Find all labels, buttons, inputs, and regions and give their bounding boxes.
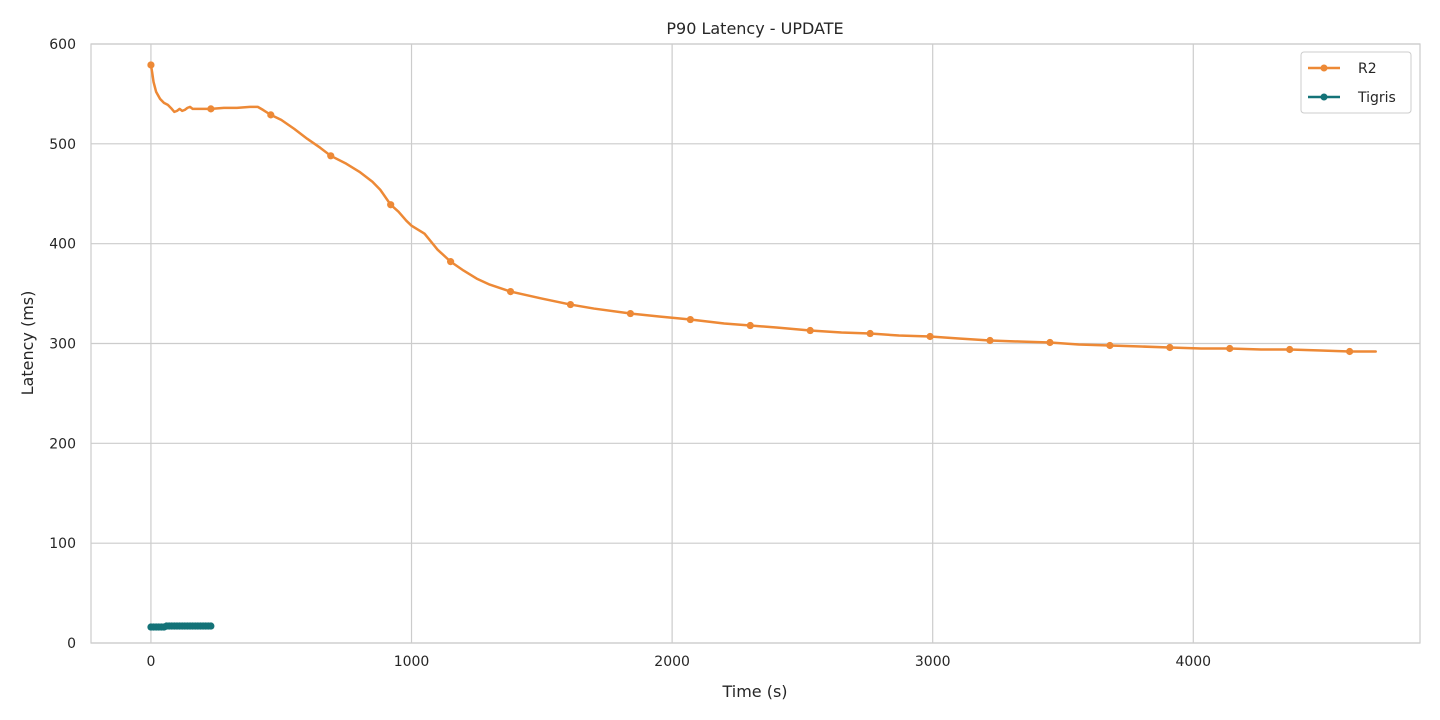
y-tick-label: 200 [49, 436, 76, 452]
data-point-r2 [566, 300, 575, 309]
legend: R2 Tigris [1300, 51, 1412, 114]
data-point-r2 [1046, 338, 1054, 347]
x-tick-label: 3000 [915, 654, 951, 670]
data-point-r2 [1286, 345, 1294, 354]
data-point-r2 [267, 111, 275, 119]
y-tick-label: 400 [49, 237, 76, 253]
series-r2 [147, 61, 1377, 356]
legend-marker-r2 [1320, 64, 1328, 72]
y-tick-label: 100 [49, 536, 76, 552]
x-tick-label: 0 [146, 654, 155, 670]
y-tick-label: 300 [49, 337, 76, 353]
plot-frame [90, 43, 1421, 644]
legend-marker-tigris [1320, 93, 1328, 101]
data-point-r2 [1106, 341, 1114, 350]
legend-label-r2: R2 [1358, 61, 1377, 77]
data-point-r2 [207, 105, 215, 113]
x-tick-label: 4000 [1175, 654, 1211, 670]
tick-labels: 0 1000 2000 3000 4000 0 100 200 300 400 500 600 [49, 37, 1211, 670]
y-axis-label: Latency (ms) [18, 291, 37, 396]
data-point-r2 [866, 329, 874, 338]
data-point-r2 [986, 336, 994, 345]
data-point-r2 [746, 321, 754, 330]
series-line-r2 [149, 63, 1377, 353]
grid [91, 43, 1420, 644]
data-point-r2 [447, 258, 455, 266]
x-tick-label: 1000 [394, 654, 430, 670]
data-point-r2 [147, 61, 155, 69]
data-point-r2 [1346, 347, 1354, 356]
data-point-r2 [1226, 344, 1234, 353]
data-point-tigris [207, 622, 215, 630]
data-point-r2 [506, 287, 515, 296]
data-point-r2 [806, 326, 814, 335]
chart-title: P90 Latency - UPDATE [666, 19, 843, 38]
data-point-r2 [387, 201, 395, 209]
y-tick-label: 500 [49, 137, 76, 153]
data-point-r2 [686, 315, 694, 324]
legend-label-tigris: Tigris [1357, 90, 1396, 106]
y-tick-label: 600 [49, 37, 76, 53]
data-point-r2 [626, 309, 635, 318]
data-point-r2 [327, 152, 335, 160]
series-tigris [147, 622, 215, 631]
x-axis-label: Time (s) [721, 682, 787, 701]
y-tick-label: 0 [67, 636, 76, 652]
x-tick-label: 2000 [654, 654, 690, 670]
data-point-r2 [926, 332, 934, 341]
data-point-r2 [1166, 343, 1174, 352]
series-layer [147, 61, 1377, 631]
